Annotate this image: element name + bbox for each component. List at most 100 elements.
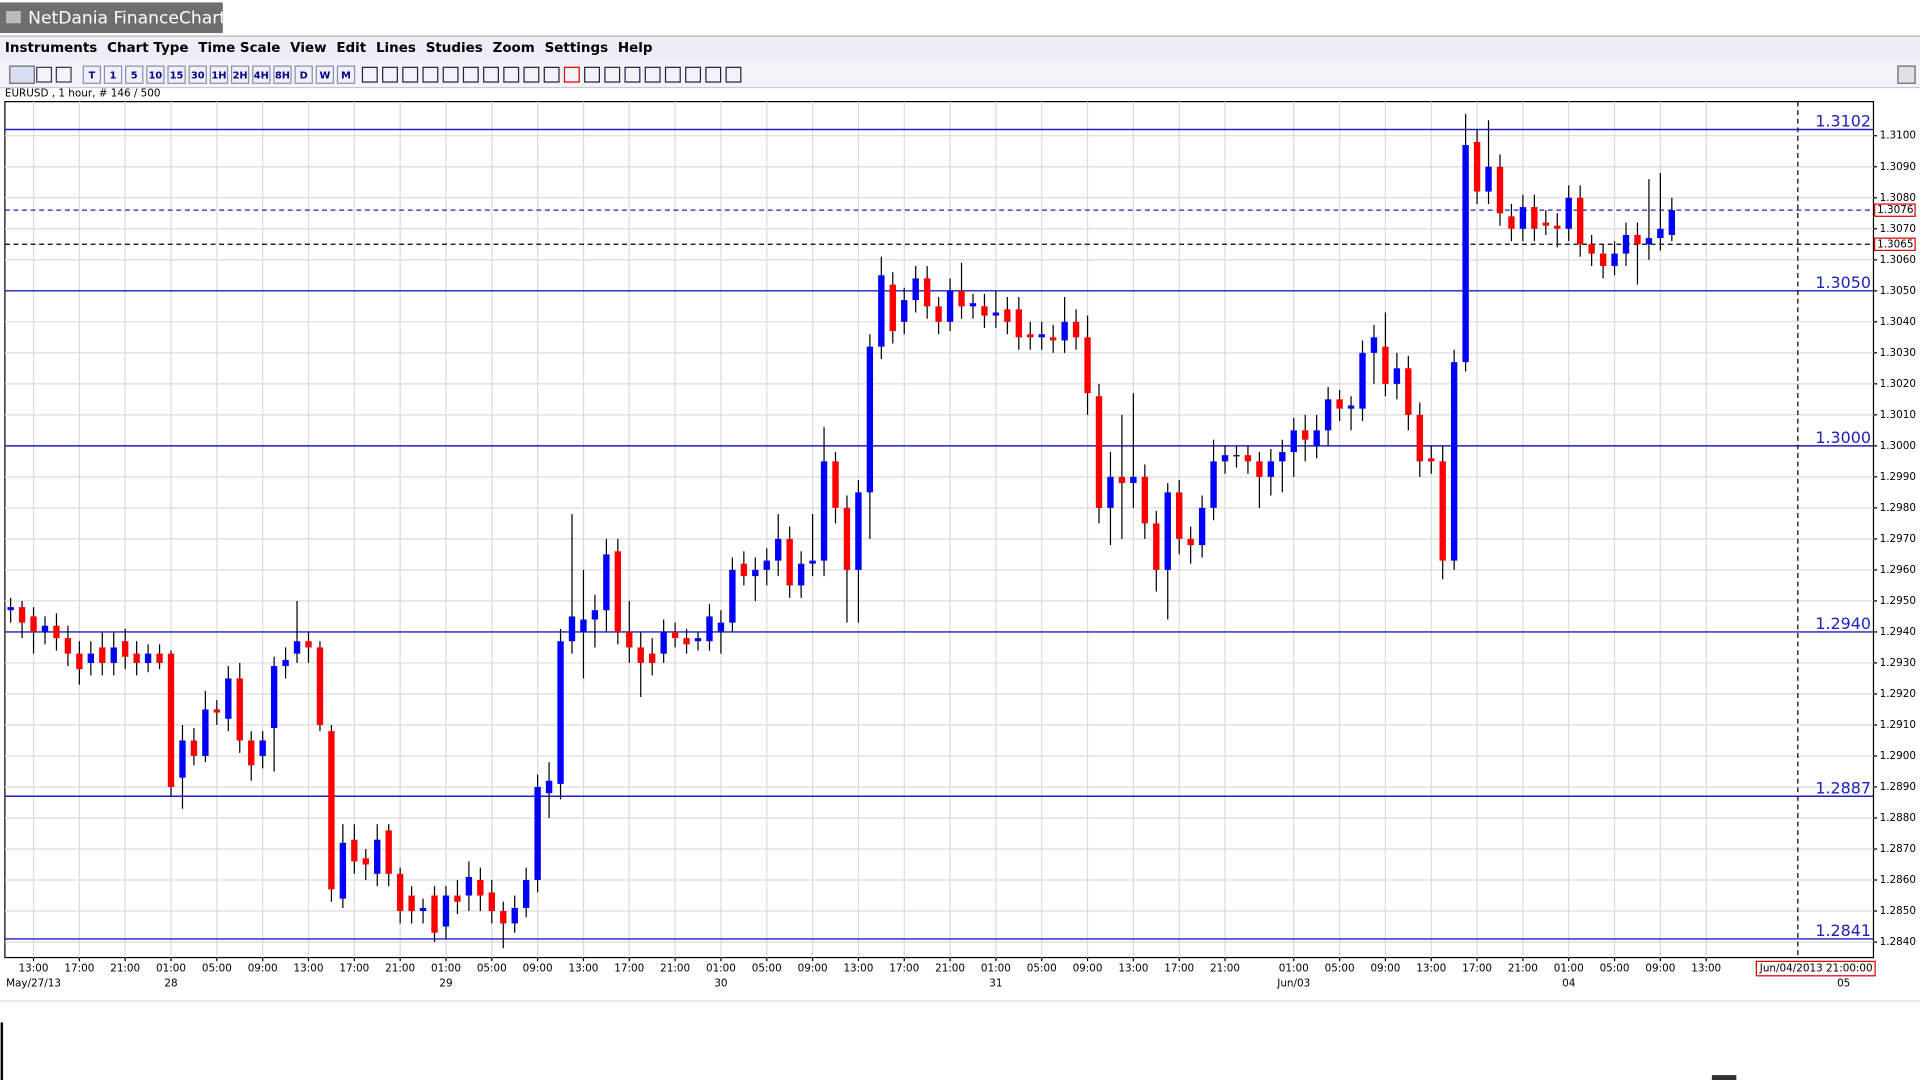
marker-box xyxy=(1874,237,1916,252)
window-title: NetDania FinanceChart xyxy=(28,8,226,28)
y-tick-label: 1.2930 xyxy=(1880,657,1916,669)
cursor-label: Jun/04/2013 21:00:00 xyxy=(1759,963,1873,975)
tool-button[interactable]: 4H xyxy=(254,70,269,81)
scroll-stub[interactable] xyxy=(1711,1075,1737,1080)
tool-icon[interactable] xyxy=(36,66,53,83)
candle-body xyxy=(683,638,690,645)
tool-button-frame[interactable] xyxy=(146,65,165,84)
title-tab[interactable] xyxy=(0,2,223,34)
tool-icon[interactable] xyxy=(382,66,398,83)
y-tick-label: 1.2960 xyxy=(1880,564,1916,576)
tool-button[interactable]: 1H xyxy=(211,70,226,81)
candle-body xyxy=(213,709,221,713)
tool-button-frame[interactable] xyxy=(230,65,250,84)
candle-body xyxy=(1657,228,1664,239)
tool-icon[interactable] xyxy=(685,66,702,83)
menu-item[interactable]: Edit xyxy=(336,41,366,56)
candle-body xyxy=(1027,334,1034,338)
menu-item[interactable]: Settings xyxy=(545,41,609,56)
tool-icon[interactable] xyxy=(624,66,641,83)
tool-icon[interactable] xyxy=(462,66,479,83)
y-tick-label: 1.2850 xyxy=(1880,905,1916,917)
tool-button-frame[interactable] xyxy=(167,65,186,84)
candle-body xyxy=(270,666,278,729)
tool-icon[interactable] xyxy=(483,66,499,83)
tool-button[interactable]: 2H xyxy=(233,70,248,81)
tool-icon[interactable] xyxy=(55,66,72,83)
menu-item[interactable]: Zoom xyxy=(493,41,535,56)
tool-icon[interactable] xyxy=(725,66,742,83)
candle-body xyxy=(1428,458,1435,462)
candle-body xyxy=(1004,309,1011,322)
tool-button[interactable]: T xyxy=(88,70,95,81)
tool-button-frame[interactable] xyxy=(252,65,271,84)
tool-button[interactable]: 15 xyxy=(170,70,184,81)
tool-button-frame[interactable] xyxy=(103,65,123,84)
tool-icon[interactable] xyxy=(442,66,459,83)
candle-body xyxy=(522,880,530,908)
tool-icon[interactable] xyxy=(361,66,378,83)
candle-body xyxy=(1393,368,1401,384)
tool-button-frame[interactable] xyxy=(209,65,229,84)
x-tick-label: 13:00 xyxy=(568,963,598,975)
menu-item[interactable]: Time Scale xyxy=(198,41,280,56)
candle-body xyxy=(202,709,209,756)
y-tick-label: 1.3030 xyxy=(1880,347,1916,359)
candle-body xyxy=(1153,523,1160,570)
menu-item[interactable]: Lines xyxy=(376,41,416,56)
tool-button[interactable]: 8H xyxy=(275,70,290,81)
candle-body xyxy=(878,275,885,347)
tool-icon[interactable] xyxy=(563,66,580,83)
menu-item[interactable]: View xyxy=(290,41,326,56)
x-tick-label: 13:00 xyxy=(843,963,873,975)
date-label: 05 xyxy=(1837,977,1850,989)
candle-body xyxy=(328,731,335,890)
candle-body xyxy=(935,306,942,322)
candle-body xyxy=(809,560,816,564)
panel-button[interactable] xyxy=(1897,65,1916,84)
tool-icon[interactable] xyxy=(604,66,621,83)
tool-button[interactable]: 5 xyxy=(131,70,138,81)
tool-button-frame[interactable] xyxy=(294,65,313,84)
menu-item[interactable]: Help xyxy=(618,41,653,56)
tool-button-frame[interactable] xyxy=(82,65,102,84)
candle-body xyxy=(832,461,839,508)
tool-button[interactable]: 10 xyxy=(149,70,163,81)
tool-icon[interactable] xyxy=(402,66,419,83)
y-tick-label: 1.3050 xyxy=(1880,285,1916,297)
tool-button[interactable]: 30 xyxy=(191,70,205,81)
candle-body xyxy=(41,625,49,632)
tool-button-frame[interactable] xyxy=(336,65,356,84)
x-tick-label: 21:00 xyxy=(935,963,965,975)
candle-body xyxy=(1611,253,1618,266)
menu-item[interactable]: Chart Type xyxy=(107,41,188,56)
candle-body xyxy=(30,616,37,632)
tool-button[interactable]: M xyxy=(341,70,351,81)
tool-icon[interactable] xyxy=(9,65,35,84)
menu-item[interactable]: Studies xyxy=(426,41,483,56)
tool-icon[interactable] xyxy=(664,66,681,83)
date-label: Jun/03 xyxy=(1276,977,1310,989)
tool-button[interactable]: W xyxy=(319,70,330,81)
tool-button[interactable]: 1 xyxy=(110,70,117,81)
tool-icon[interactable] xyxy=(422,66,439,83)
tool-button[interactable]: D xyxy=(300,70,308,81)
tool-icon[interactable] xyxy=(644,66,661,83)
tool-icon[interactable] xyxy=(503,66,520,83)
candle-body xyxy=(454,895,461,902)
x-tick-label: 01:00 xyxy=(1279,963,1309,975)
candle-body xyxy=(660,631,667,654)
tool-icon[interactable] xyxy=(705,66,722,83)
candle-body xyxy=(133,653,140,663)
tool-button-frame[interactable] xyxy=(273,65,292,84)
tool-icon[interactable] xyxy=(543,66,560,83)
menu-item[interactable]: Instruments xyxy=(5,41,97,56)
candle-body xyxy=(351,839,358,862)
tool-icon[interactable] xyxy=(584,66,600,83)
tool-button-frame[interactable] xyxy=(188,65,207,84)
candle-body xyxy=(1668,210,1676,235)
tool-icon[interactable] xyxy=(523,66,540,83)
tool-button-frame[interactable] xyxy=(315,65,335,84)
tool-button-frame[interactable] xyxy=(125,65,144,84)
candle-body xyxy=(1187,538,1194,546)
